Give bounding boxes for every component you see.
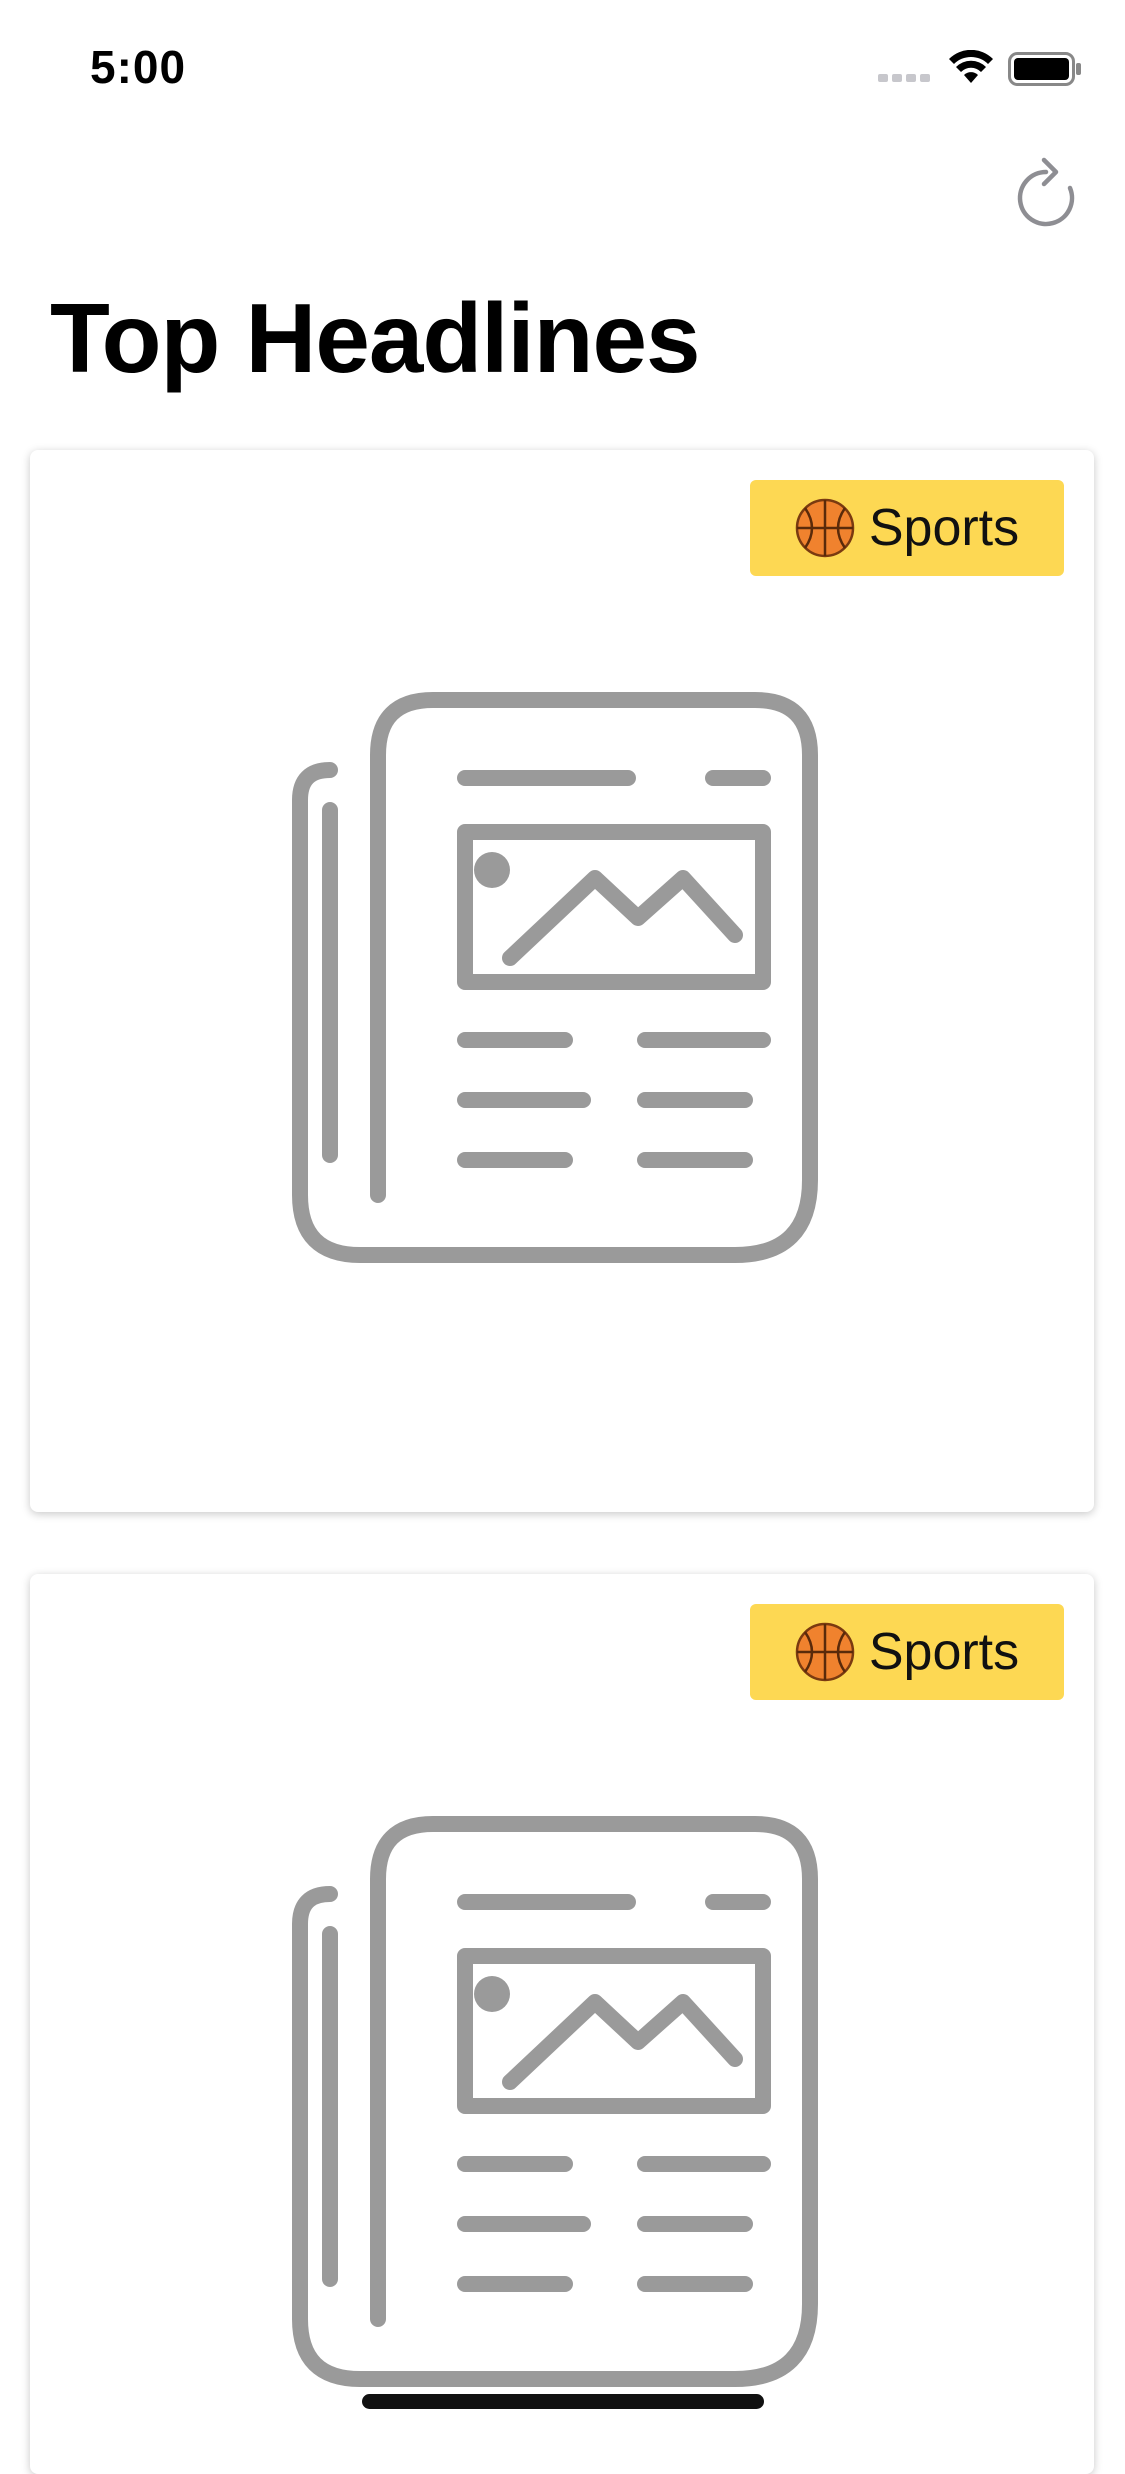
article-card[interactable]: Sports [30, 450, 1094, 1512]
basketball-icon [795, 498, 855, 558]
refresh-button[interactable] [1008, 156, 1084, 232]
category-label: Sports [868, 499, 1020, 557]
signal-icon [878, 74, 930, 82]
page-title: Top Headlines [50, 283, 701, 393]
article-card[interactable]: Sports [30, 1574, 1094, 2474]
basketball-icon [795, 1622, 855, 1682]
status-bar: 5:00 [0, 0, 1125, 132]
refresh-icon [1017, 157, 1075, 227]
category-badge: Sports [750, 1604, 1064, 1700]
home-indicator[interactable] [362, 2394, 764, 2409]
newspaper-placeholder-icon [292, 692, 818, 1263]
wifi-icon [949, 50, 993, 83]
newspaper-placeholder-icon [292, 1816, 818, 2387]
status-time: 5:00 [90, 41, 187, 93]
category-badge: Sports [750, 480, 1064, 576]
battery-icon [1008, 52, 1081, 86]
category-label: Sports [868, 1623, 1020, 1681]
